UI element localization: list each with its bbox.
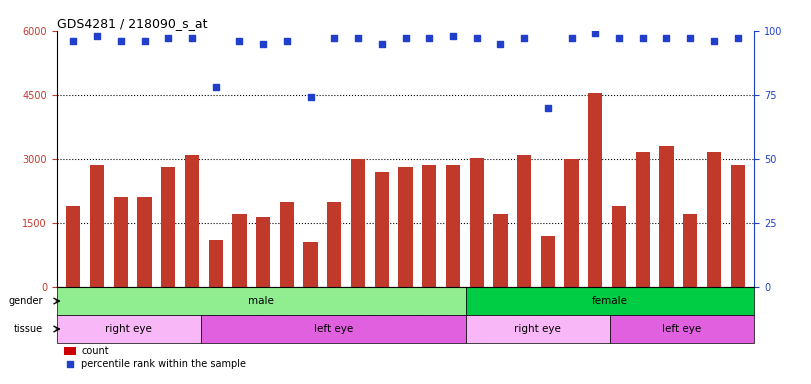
Text: percentile rank within the sample: percentile rank within the sample [81,359,247,369]
Text: count: count [81,346,109,356]
Bar [636,152,650,287]
Point [520,311,533,317]
Point [304,94,317,101]
Bar [185,156,200,287]
Point [732,35,744,41]
Bar [256,217,270,287]
Bar [588,93,603,287]
FancyBboxPatch shape [57,287,466,315]
Point [565,35,578,41]
Point [375,40,388,46]
Point [494,40,507,46]
Bar [470,158,484,287]
Bar [564,159,579,287]
Point [399,35,412,41]
Bar [375,172,389,287]
Point [186,35,199,41]
Text: gender: gender [8,296,43,306]
Point [138,38,151,44]
Point [660,35,673,41]
Point [612,35,625,41]
Bar [114,197,128,287]
Text: left eye: left eye [314,324,353,334]
Bar [398,167,413,287]
Point [517,35,530,41]
Point [447,33,460,39]
FancyBboxPatch shape [57,315,201,343]
Point [637,35,650,41]
Bar [706,152,721,287]
Text: right eye: right eye [514,324,561,334]
Bar [64,347,76,354]
Bar [232,214,247,287]
Point [684,35,697,41]
Bar [208,240,223,287]
Bar [280,202,294,287]
Point [328,35,341,41]
Bar [303,242,318,287]
Text: female: female [592,296,628,306]
FancyBboxPatch shape [466,315,610,343]
Bar [517,155,531,287]
Text: male: male [248,296,274,306]
FancyBboxPatch shape [610,315,754,343]
Text: tissue: tissue [14,324,43,334]
Bar [541,236,555,287]
Point [423,35,436,41]
Bar [611,206,626,287]
Bar [659,146,674,287]
Point [707,38,720,44]
Point [67,38,79,44]
Point [256,40,269,46]
FancyBboxPatch shape [466,287,754,315]
Bar [327,202,341,287]
Text: GDS4281 / 218090_s_at: GDS4281 / 218090_s_at [57,17,208,30]
Bar [731,165,744,287]
Point [209,84,222,90]
Point [114,38,127,44]
Point [351,35,364,41]
Point [91,33,104,39]
Bar [137,197,152,287]
Point [542,104,555,111]
Bar [67,206,80,287]
Bar [422,165,436,287]
FancyBboxPatch shape [201,315,466,343]
Point [589,30,602,36]
Bar [493,214,508,287]
Text: right eye: right eye [105,324,152,334]
Bar [161,167,175,287]
Bar [90,165,105,287]
Point [470,35,483,41]
Text: left eye: left eye [663,324,702,334]
Bar [446,165,460,287]
Point [281,38,294,44]
Bar [351,159,365,287]
Bar [683,214,697,287]
Point [161,35,174,41]
Point [233,38,246,44]
